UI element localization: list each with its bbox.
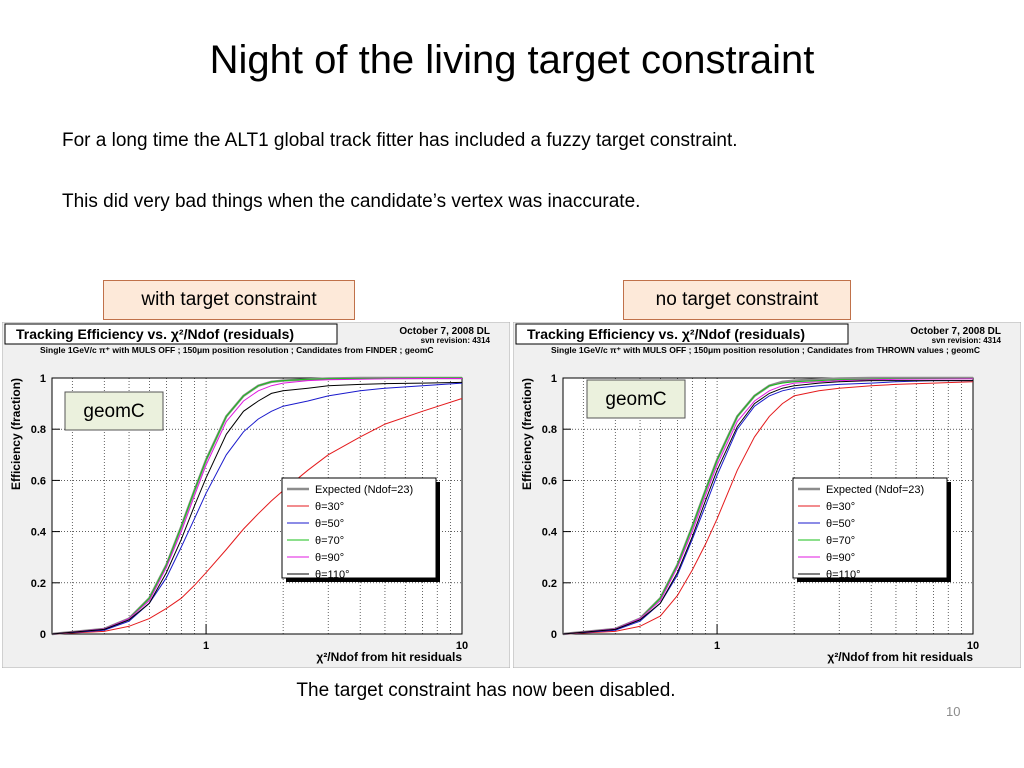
y-tick-label: 0.4 xyxy=(31,527,47,539)
geom-label: geomC xyxy=(605,389,666,410)
chart-panel-left: 0 0.2 0.4 0.6 0.8 1 1 10 χ²/Ndof from hit residu… xyxy=(2,322,510,668)
label-with-target-constraint: with target constraint xyxy=(103,280,355,320)
y-tick-label: 0.4 xyxy=(542,527,558,539)
series-line-theta30 xyxy=(562,381,974,635)
footer-note: The target constraint has now been disab… xyxy=(296,680,676,701)
y-tick-label: 0.2 xyxy=(31,578,46,590)
geom-label: geomC xyxy=(83,401,144,422)
legend-entry-theta50: θ=50° xyxy=(315,518,344,530)
legend-entry-expected: Expected (Ndof=23) xyxy=(315,484,413,496)
y-tick-label: 1 xyxy=(551,373,557,385)
legend-entry-theta30: θ=30° xyxy=(315,501,344,513)
x-tick-label: 10 xyxy=(456,640,468,652)
y-tick-label: 0.6 xyxy=(542,475,557,487)
chart-title: Tracking Efficiency vs. χ²/Ndof (residua… xyxy=(527,326,805,342)
y-tick-label: 0 xyxy=(551,629,557,641)
series-line-theta110 xyxy=(562,380,973,635)
legend-entry-theta50: θ=50° xyxy=(826,518,855,530)
slide-title: Night of the living target constraint xyxy=(209,38,815,82)
x-axis-label: χ²/Ndof from hit residuals xyxy=(827,650,973,664)
label-no-target-constraint: no target constraint xyxy=(623,280,851,320)
y-tick-label: 0.8 xyxy=(542,424,557,436)
x-tick-label: 1 xyxy=(714,640,720,652)
date-text: October 7, 2008 DL xyxy=(910,326,1001,337)
legend-entry-theta70: θ=70° xyxy=(315,535,344,547)
legend-entry-theta110: θ=110° xyxy=(315,569,349,581)
legend-entry-theta90: θ=90° xyxy=(315,552,344,564)
bullet-text-2: This did very bad things when the candid… xyxy=(62,191,641,212)
x-tick-label: 1 xyxy=(203,640,209,652)
svn-text: svn revision: 4314 xyxy=(932,336,1002,345)
bullet-text-1: For a long time the ALT1 global track fi… xyxy=(62,130,738,151)
series-line-theta30 xyxy=(51,398,463,635)
chart-subtitle: Single 1GeV/c π⁺ with MULS OFF ; 150μm p… xyxy=(40,345,434,355)
series-line-theta70 xyxy=(51,377,462,635)
legend-box xyxy=(281,477,437,579)
y-tick-label: 0 xyxy=(40,629,46,641)
grid-lines xyxy=(52,377,462,634)
series-line-theta110 xyxy=(51,381,463,635)
legend-entry-theta30: θ=30° xyxy=(826,501,855,513)
x-axis-label: χ²/Ndof from hit residuals xyxy=(316,650,462,664)
legend-entry-theta70: θ=70° xyxy=(826,535,855,547)
chart-subtitle: Single 1GeV/c π⁺ with MULS OFF ; 150μm p… xyxy=(551,345,980,355)
title-box xyxy=(4,323,338,345)
y-tick-label: 0.6 xyxy=(31,475,46,487)
chart-panel-right: 0 0.2 0.4 0.6 0.8 1 1 10 χ²/Ndof from hit residu… xyxy=(513,322,1021,668)
legend-entry-expected: Expected (Ndof=23) xyxy=(826,484,924,496)
y-axis-label: Efficiency (fraction) xyxy=(520,378,534,490)
series-line-theta90 xyxy=(51,378,462,635)
y-tick-label: 1 xyxy=(40,373,46,385)
legend-entry-theta110: θ=110° xyxy=(826,569,860,581)
grid-lines xyxy=(563,377,973,634)
y-axis-label: Efficiency (fraction) xyxy=(9,378,23,490)
y-tick-label: 0.2 xyxy=(542,578,557,590)
legend-entry-theta90: θ=90° xyxy=(826,552,855,564)
series-line-theta90 xyxy=(562,378,974,635)
geom-label-box xyxy=(64,391,164,431)
title-box xyxy=(515,323,849,345)
svn-text: svn revision: 4314 xyxy=(421,336,491,345)
y-tick-label: 0.8 xyxy=(31,424,46,436)
chart-title: Tracking Efficiency vs. χ²/Ndof (residua… xyxy=(16,326,294,342)
page-number: 10 xyxy=(946,704,961,719)
legend-box xyxy=(792,477,948,579)
geom-label-box xyxy=(586,379,686,419)
date-text: October 7, 2008 DL xyxy=(399,326,490,337)
x-tick-label: 10 xyxy=(967,640,979,652)
